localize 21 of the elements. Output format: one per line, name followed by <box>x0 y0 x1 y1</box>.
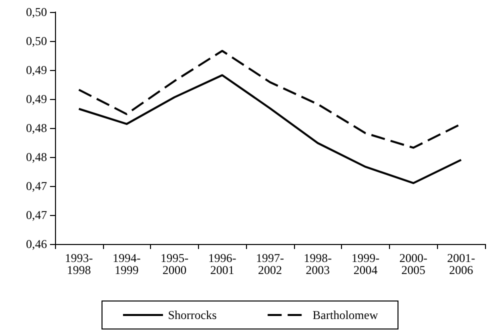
x-tick-label: 2000-2005 <box>399 251 428 277</box>
y-tick-label: 0,50 <box>26 34 47 48</box>
x-tick-label: 1996-2001 <box>208 251 236 277</box>
x-tick-label: 1994-1999 <box>112 251 141 277</box>
y-tick-label: 0,50 <box>26 5 47 19</box>
x-tick-label: 1997-2002 <box>256 251 284 277</box>
legend-label: Bartholomew <box>312 308 378 322</box>
legend-label: Shorrocks <box>168 308 217 322</box>
x-tick-label: 1998-2003 <box>304 251 332 277</box>
y-tick-label: 0,48 <box>26 121 47 135</box>
y-tick-label: 0,49 <box>26 63 47 77</box>
line-series <box>78 74 462 184</box>
x-tick-label: 2001-2006 <box>447 251 476 277</box>
y-tick-label: 0,47 <box>26 179 47 193</box>
x-tick-label: 1993-1998 <box>64 251 93 277</box>
x-tick-label: 1995-2000 <box>160 251 188 277</box>
y-tick-label: 0,48 <box>26 150 47 164</box>
y-tick-label: 0,47 <box>26 208 47 222</box>
y-tick-label: 0,46 <box>26 237 47 251</box>
y-tick-label: 0,49 <box>26 92 47 106</box>
x-tick-label: 1999-2004 <box>352 251 380 277</box>
